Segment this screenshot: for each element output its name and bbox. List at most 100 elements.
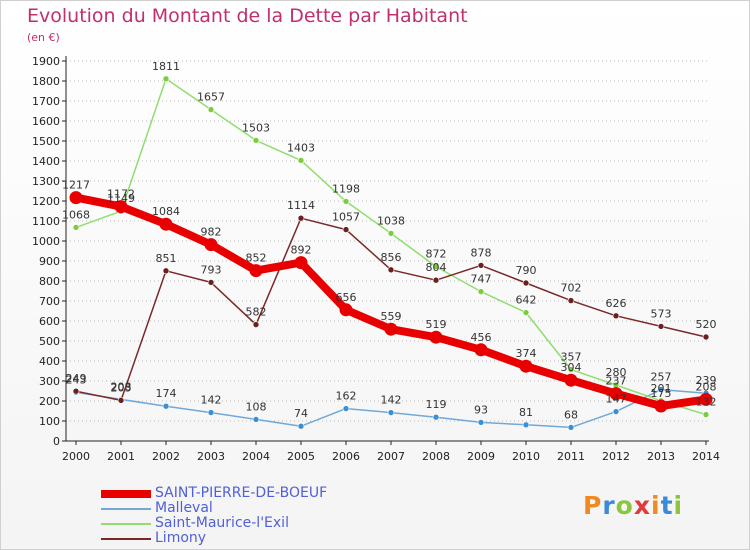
data-point: [297, 157, 305, 164]
data-label: 790: [516, 264, 537, 277]
data-label: 304: [561, 361, 582, 374]
y-tick-label: 1800: [32, 75, 60, 88]
data-label: 1811: [152, 60, 180, 73]
data-label: 201: [651, 382, 672, 395]
x-tick-label: 2012: [602, 450, 630, 463]
data-point: [702, 333, 710, 341]
data-label: 793: [201, 263, 222, 276]
x-tick-label: 2014: [692, 450, 720, 463]
legend-item: SAINT-PIERRE-DE-BOEUF: [101, 486, 327, 501]
data-point: [162, 267, 170, 275]
data-label: 856: [381, 251, 402, 264]
data-point: [72, 224, 80, 231]
data-point: [654, 399, 668, 413]
data-label: 1149: [107, 192, 135, 205]
data-label: 702: [561, 282, 582, 295]
data-label: 892: [291, 244, 312, 257]
data-point: [252, 321, 260, 328]
data-label: 1084: [152, 205, 180, 218]
data-label: 852: [246, 252, 267, 265]
data-label: 804: [426, 261, 447, 274]
data-point: [162, 402, 170, 410]
data-label: 108: [246, 400, 267, 413]
data-label: 174: [156, 387, 177, 400]
data-label: 132: [696, 396, 717, 409]
y-tick-label: 900: [39, 255, 60, 268]
y-tick-label: 1100: [32, 215, 60, 228]
y-tick-label: 500: [39, 335, 60, 348]
data-label: 81: [519, 406, 533, 419]
data-point: [432, 263, 440, 270]
data-point: [477, 419, 485, 426]
data-label: 1172: [107, 188, 135, 201]
y-tick-label: 1600: [32, 115, 60, 128]
x-tick-label: 2000: [62, 450, 90, 463]
logo-letter: o: [615, 491, 634, 520]
data-point: [432, 276, 440, 284]
data-point: [567, 424, 575, 431]
y-tick-label: 200: [39, 395, 60, 408]
data-label: 280: [606, 366, 627, 379]
x-tick-label: 2002: [152, 450, 180, 463]
data-label: 208: [696, 380, 717, 393]
y-tick-label: 600: [39, 315, 60, 328]
data-point: [387, 230, 395, 237]
data-label: 872: [426, 248, 447, 261]
y-tick-label: 300: [39, 375, 60, 388]
line-chart: 0 100 200 300 400 500 600 700 800 900 1000 1100 1200…: [32, 55, 720, 463]
data-label: 982: [201, 226, 222, 239]
chart-title: Evolution du Montant de la Dette par Hab…: [27, 5, 468, 27]
data-label: 573: [651, 307, 672, 320]
data-point: [249, 264, 263, 278]
data-point: [207, 106, 215, 113]
data-point: [294, 256, 308, 270]
x-tick-label: 2003: [197, 450, 225, 463]
data-label: 1198: [332, 182, 360, 195]
data-point: [477, 262, 485, 269]
data-point: [342, 226, 350, 233]
y-tick-label: 1400: [32, 155, 60, 168]
x-tick-label: 2001: [107, 450, 135, 463]
legend-label: Malleval: [155, 500, 213, 516]
data-label: 519: [426, 318, 447, 331]
data-point: [69, 191, 83, 205]
data-point: [204, 238, 218, 252]
data-point: [612, 408, 620, 415]
proxiti-logo: Proxiti: [583, 491, 683, 520]
logo-letter: P: [583, 491, 603, 520]
data-point: [609, 387, 623, 401]
data-label: 1057: [332, 211, 360, 224]
data-label: 68: [564, 408, 578, 421]
data-label: 878: [471, 246, 492, 259]
y-tick-label: 400: [39, 355, 60, 368]
data-point: [297, 422, 305, 430]
data-label: 1114: [287, 199, 315, 212]
data-label: 642: [516, 294, 537, 307]
data-label: 1403: [287, 141, 315, 154]
data-label: 257: [651, 371, 672, 384]
legend-swatch: [101, 507, 151, 510]
data-point: [429, 330, 443, 344]
data-point: [702, 411, 710, 418]
data-label: 243: [66, 373, 87, 386]
y-tick-label: 700: [39, 295, 60, 308]
x-tick-label: 2007: [377, 450, 405, 463]
y-tick-label: 1900: [32, 55, 60, 68]
logo-letter: t: [660, 491, 674, 520]
chart-legend: SAINT-PIERRE-DE-BOEUF Malleval Saint-Mauri…: [101, 486, 327, 546]
data-point: [387, 266, 395, 274]
data-label: 1657: [197, 91, 225, 104]
y-tick-label: 1200: [32, 195, 60, 208]
x-tick-label: 2013: [647, 450, 675, 463]
y-tick-label: 1700: [32, 95, 60, 108]
data-label: 520: [696, 318, 717, 331]
data-label: 147: [606, 393, 627, 406]
data-label: 747: [471, 273, 492, 286]
legend-swatch: [101, 522, 151, 525]
legend-item: Limony: [101, 531, 327, 546]
chart-subtitle: (en €): [27, 31, 60, 44]
logo-letter: x: [633, 491, 651, 520]
logo-letter: i: [673, 491, 684, 520]
legend-swatch: [101, 537, 151, 540]
data-point: [342, 198, 350, 205]
